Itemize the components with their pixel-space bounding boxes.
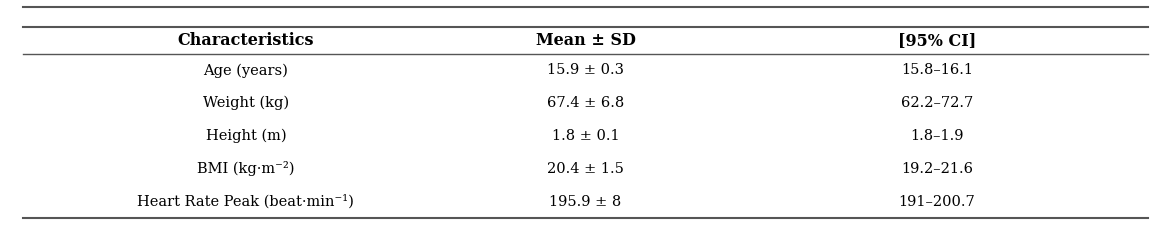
Text: 19.2–21.6: 19.2–21.6 bbox=[900, 162, 973, 176]
Text: 62.2–72.7: 62.2–72.7 bbox=[900, 96, 973, 110]
Text: Mean ± SD: Mean ± SD bbox=[535, 32, 636, 49]
Text: 15.8–16.1: 15.8–16.1 bbox=[900, 63, 973, 77]
Text: Heart Rate Peak (beat·min⁻¹): Heart Rate Peak (beat·min⁻¹) bbox=[137, 195, 355, 209]
Text: 1.8–1.9: 1.8–1.9 bbox=[910, 129, 964, 143]
Text: Height (m): Height (m) bbox=[206, 129, 286, 143]
Text: 15.9 ± 0.3: 15.9 ± 0.3 bbox=[547, 63, 624, 77]
Text: Weight (kg): Weight (kg) bbox=[203, 96, 289, 110]
Text: 191–200.7: 191–200.7 bbox=[898, 195, 975, 209]
Text: BMI (kg·m⁻²): BMI (kg·m⁻²) bbox=[197, 162, 295, 176]
Text: Age (years): Age (years) bbox=[204, 63, 288, 78]
Text: [95% CI]: [95% CI] bbox=[898, 32, 975, 49]
Text: Characteristics: Characteristics bbox=[178, 32, 314, 49]
Text: 195.9 ± 8: 195.9 ± 8 bbox=[549, 195, 622, 209]
Text: 20.4 ± 1.5: 20.4 ± 1.5 bbox=[547, 162, 624, 176]
Text: 1.8 ± 0.1: 1.8 ± 0.1 bbox=[552, 129, 619, 143]
Text: 67.4 ± 6.8: 67.4 ± 6.8 bbox=[547, 96, 624, 110]
